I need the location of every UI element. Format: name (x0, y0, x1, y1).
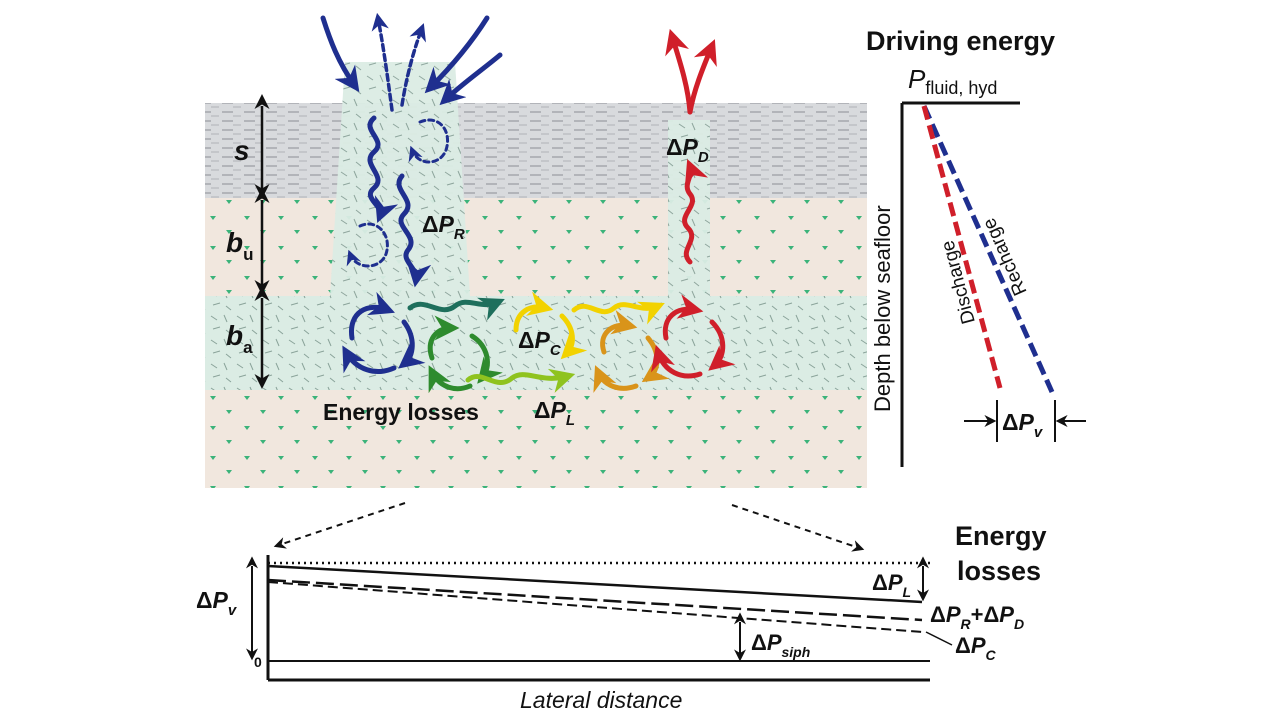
wavy-down-arrow-2 (396, 173, 432, 288)
inflow-arrow-right-2 (439, 52, 503, 106)
yellow-eddy-1 (513, 291, 554, 333)
depth-axis-label: Depth below seafloor (870, 205, 895, 412)
label-delta-pd: ΔPD (666, 134, 709, 166)
discharge-gradient-line (921, 105, 1003, 389)
delta-pc-losses-label: ΔPC (955, 633, 997, 663)
lime-wavy-arrow (465, 368, 576, 393)
delta-pc-leader (925, 631, 953, 646)
green-eddy-2 (469, 333, 503, 384)
aquifer-eddy-blue-2 (398, 319, 426, 369)
energy-losses-title-1: Energy (955, 521, 1047, 551)
delta-pc-line (267, 581, 923, 633)
inflow-arrow-left (320, 15, 360, 93)
yellow-eddy-2 (559, 313, 588, 360)
wavy-down-arrow-1 (367, 115, 399, 223)
outflow-dashed-arrow-1 (371, 12, 394, 112)
discharge-eddy-3 (651, 344, 703, 379)
orange-eddy-3 (593, 365, 639, 394)
green-eddy-3 (428, 365, 473, 394)
vent-arrow-left (665, 28, 693, 115)
discharge-eddy-2 (708, 319, 736, 371)
aquifer-eddy-blue-3 (342, 345, 397, 374)
delta-pv-label: ΔPv (1002, 409, 1044, 441)
label-energy-losses: Energy losses (323, 399, 479, 425)
aquifer-flow-arrows (407, 291, 670, 394)
inflow-arrow-right-1 (424, 15, 490, 94)
zoom-arrow-left (273, 502, 406, 549)
delta-psiph-label: ΔPsiph (751, 630, 810, 660)
recharge-gradient-line (921, 104, 1055, 394)
green-eddy-1 (427, 315, 460, 361)
label-delta-pc: ΔPC (518, 327, 562, 359)
label-delta-pl: ΔPL (534, 397, 575, 429)
discharge-arrows (651, 28, 736, 379)
layer-label-ba: ba (226, 320, 253, 357)
yellow-wavy-arrow (571, 301, 665, 325)
layer-label-s: s (234, 135, 250, 166)
delta-pl-losses-label: ΔPL (872, 570, 911, 600)
seawater-layer (205, 103, 867, 198)
losses-x-axis-label: Lateral distance (520, 687, 682, 713)
delta-pv-losses-label: ΔPv (196, 587, 238, 619)
outflow-dashed-arrow-2 (400, 23, 426, 107)
driving-energy-title: Driving energy (866, 26, 1055, 56)
delta-pl-line (267, 564, 923, 604)
delta-prpd-label: ΔPR+ΔPD (930, 602, 1024, 632)
energy-losses-panel: Energy losses Lateral distance 0 ΔPv ΔPL… (196, 521, 1047, 713)
zoom-arrow-right (731, 504, 865, 552)
driving-energy-panel: Driving energy Pfluid, hyd Depth below s… (866, 26, 1086, 467)
recharge-label: Recharge (979, 215, 1032, 299)
wavy-up-arrow (682, 159, 709, 265)
cross-section (205, 62, 867, 488)
orange-eddy-1 (600, 310, 638, 355)
discharge-eddy-1 (662, 294, 704, 341)
teal-wavy-arrow (407, 297, 505, 321)
dashed-eddy-lower (346, 222, 389, 268)
energy-losses-title-2: losses (957, 556, 1041, 586)
delta-prpd-line (267, 578, 923, 622)
dashed-eddy-upper (408, 118, 449, 164)
vent-arrow-right (687, 39, 717, 115)
zero-tick-label: 0 (254, 654, 262, 670)
recharge-arrows (320, 12, 503, 374)
p-fluid-hyd-label: Pfluid, hyd (908, 64, 997, 98)
layer-label-bu: bu (226, 227, 254, 264)
aquifer-eddy-blue-1 (349, 291, 395, 341)
label-delta-pr: ΔPR (422, 211, 465, 243)
